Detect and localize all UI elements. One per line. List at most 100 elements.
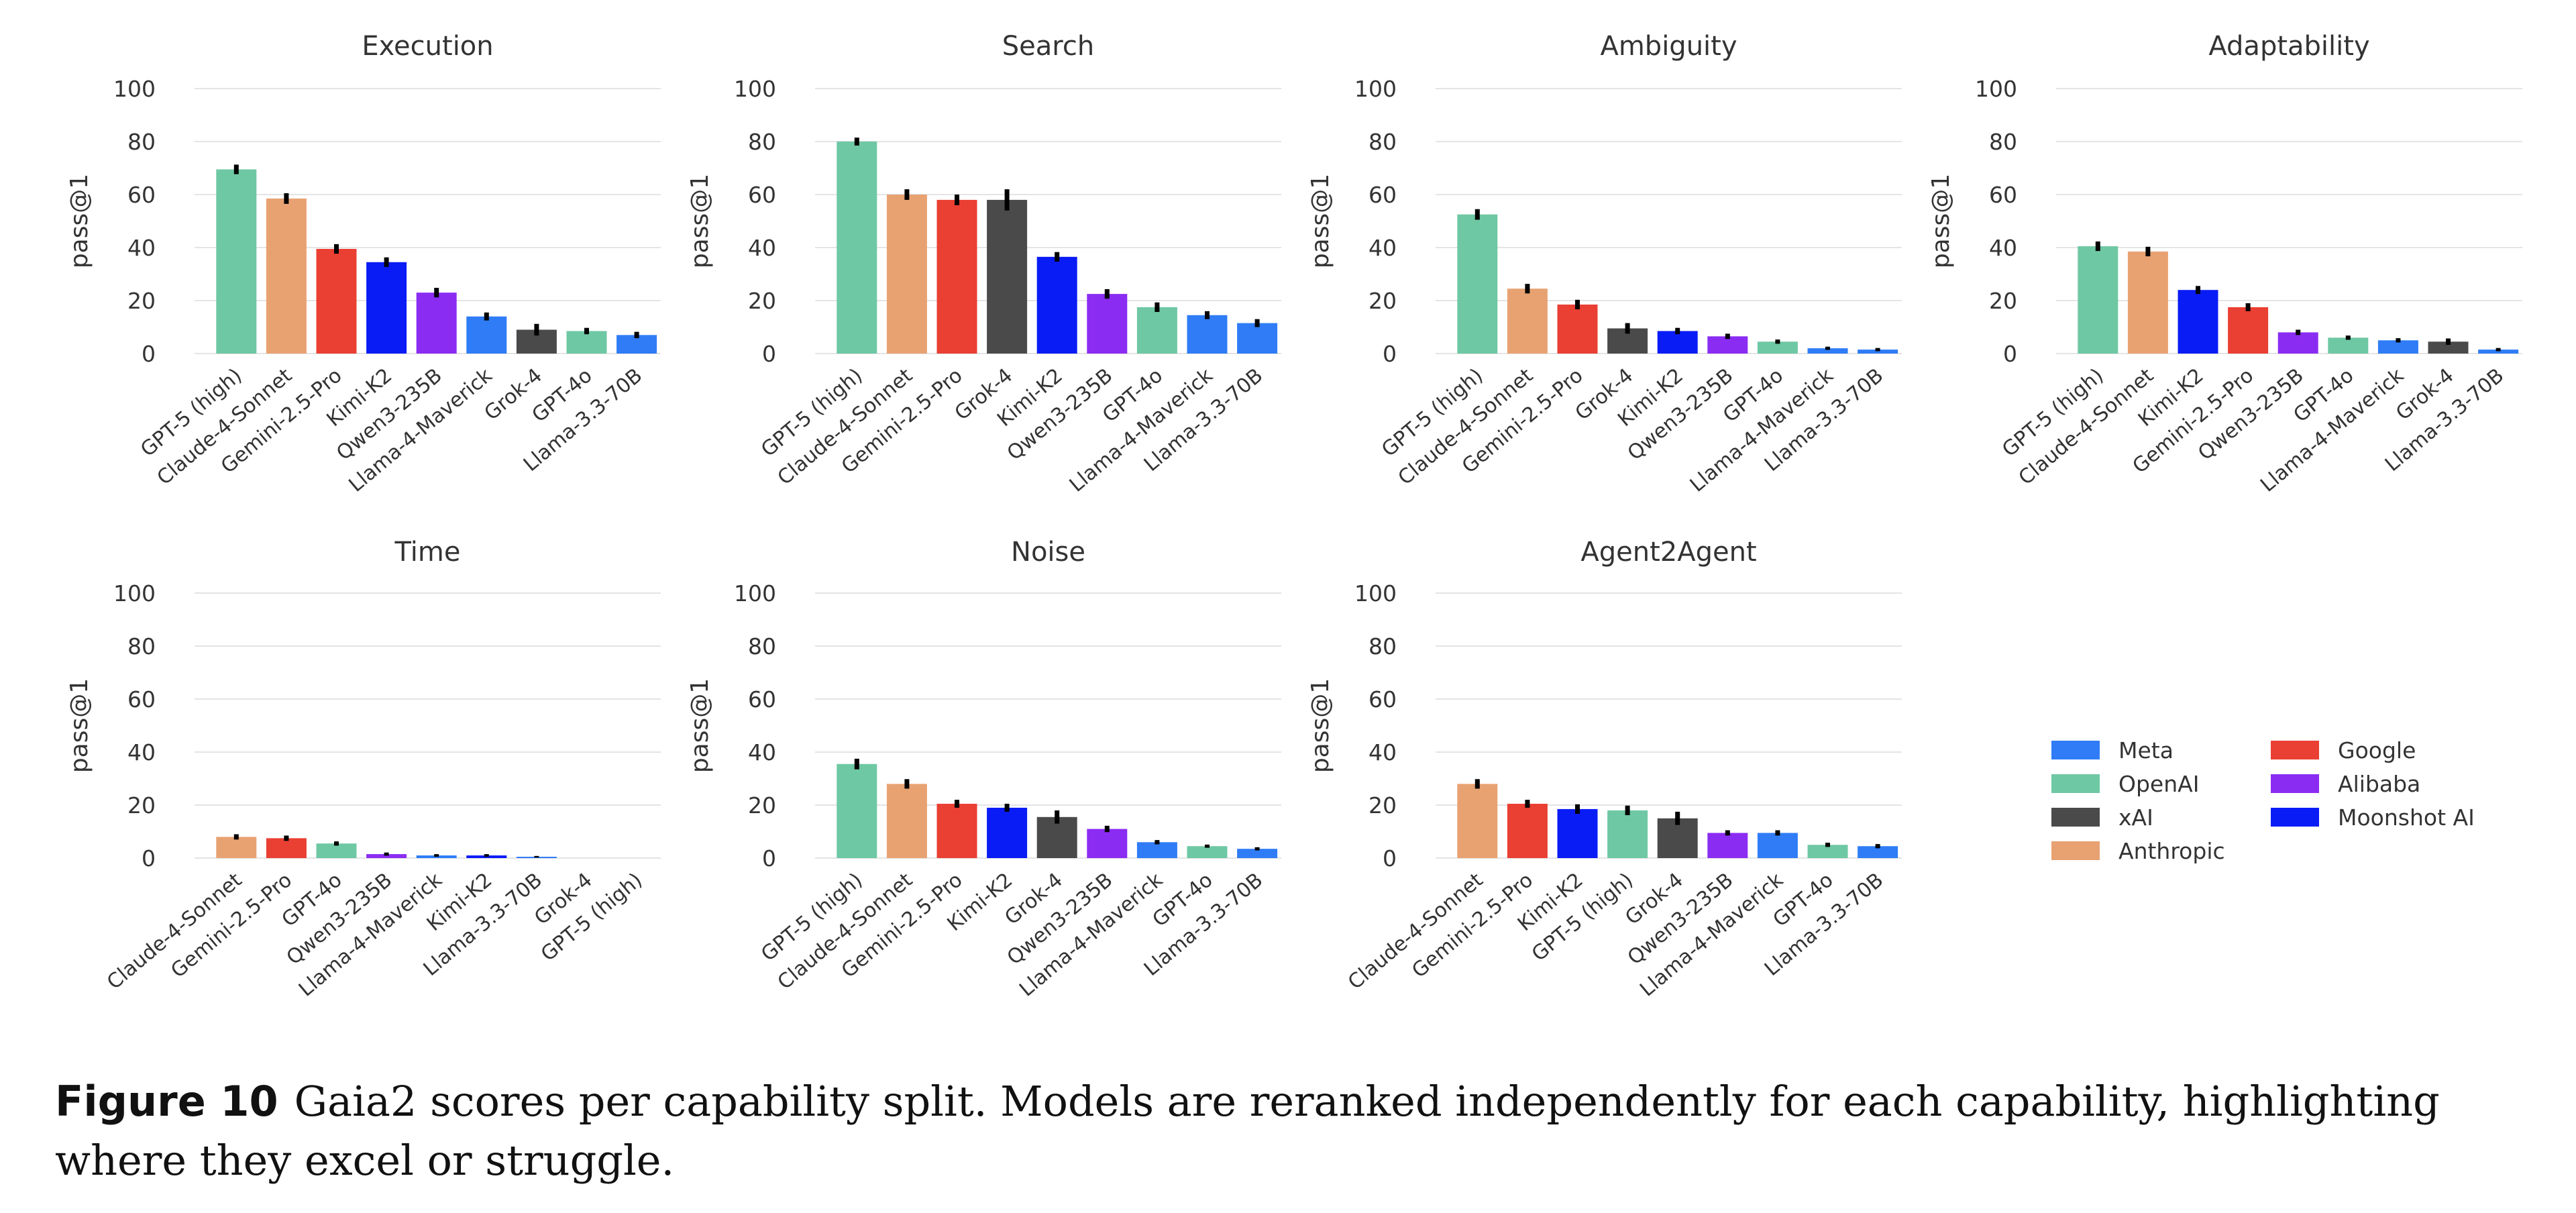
bar bbox=[1807, 845, 1848, 858]
chart-title: Adaptability bbox=[2208, 31, 2369, 62]
y-tick-label: 60 bbox=[1368, 182, 1397, 208]
y-tick-label: 20 bbox=[127, 792, 156, 819]
bar bbox=[1607, 810, 1648, 858]
y-tick-label: 20 bbox=[748, 792, 776, 819]
bar bbox=[837, 763, 877, 858]
y-tick-label: 20 bbox=[127, 288, 156, 314]
bar bbox=[2478, 350, 2519, 354]
bar bbox=[366, 262, 407, 354]
bar bbox=[1036, 816, 1077, 858]
bar bbox=[1187, 315, 1228, 354]
y-tick-label: 80 bbox=[127, 129, 156, 155]
bar bbox=[2428, 341, 2469, 354]
y-tick-label: 40 bbox=[1989, 235, 2017, 261]
bar bbox=[1036, 256, 1077, 354]
bar bbox=[416, 293, 457, 354]
bar bbox=[1237, 849, 1278, 858]
bar bbox=[886, 784, 927, 858]
y-tick-label: 0 bbox=[762, 341, 776, 367]
bar bbox=[2377, 340, 2418, 354]
legend-swatch bbox=[2051, 741, 2100, 759]
bar bbox=[1237, 323, 1278, 354]
bar bbox=[1507, 804, 1548, 858]
y-axis-label: pass@1 bbox=[1927, 174, 1955, 268]
y-tick-label: 80 bbox=[1368, 129, 1397, 155]
y-tick-label: 80 bbox=[127, 633, 156, 660]
y-tick-label: 100 bbox=[734, 580, 776, 606]
bar bbox=[1187, 846, 1228, 858]
bar bbox=[1707, 833, 1748, 858]
bar bbox=[2277, 332, 2318, 354]
legend-swatch bbox=[2051, 774, 2100, 793]
bar bbox=[2228, 307, 2269, 354]
y-tick-label: 60 bbox=[127, 182, 156, 208]
bar bbox=[2328, 337, 2369, 354]
bar bbox=[566, 331, 607, 354]
y-tick-label: 40 bbox=[1368, 235, 1397, 261]
bar bbox=[2178, 290, 2218, 354]
y-tick-label: 20 bbox=[1368, 792, 1397, 819]
bar bbox=[1707, 336, 1748, 354]
chart-title: Noise bbox=[1011, 537, 1085, 568]
bar bbox=[1657, 331, 1698, 354]
y-tick-label: 60 bbox=[748, 182, 776, 208]
y-tick-label: 40 bbox=[748, 235, 776, 261]
legend-label: Google bbox=[2338, 737, 2416, 763]
y-tick-label: 0 bbox=[1383, 845, 1397, 872]
legend-swatch bbox=[2051, 808, 2100, 827]
y-tick-label: 40 bbox=[748, 739, 776, 766]
y-tick-label: 20 bbox=[1989, 288, 2017, 314]
y-axis-label: pass@1 bbox=[1307, 678, 1334, 773]
bar bbox=[1507, 288, 1548, 354]
chart-title: Agent2Agent bbox=[1580, 537, 1756, 568]
legend-label: OpenAI bbox=[2118, 771, 2199, 797]
y-tick-label: 20 bbox=[1368, 288, 1397, 314]
legend-swatch bbox=[2271, 808, 2319, 827]
bar bbox=[266, 838, 307, 858]
chart-title: Time bbox=[394, 537, 461, 568]
y-tick-label: 0 bbox=[142, 341, 156, 367]
y-axis-label: pass@1 bbox=[66, 678, 93, 773]
chart-title: Execution bbox=[362, 31, 493, 62]
bar bbox=[987, 807, 1028, 858]
y-tick-label: 100 bbox=[1354, 76, 1397, 102]
legend-swatch bbox=[2271, 774, 2319, 793]
bar bbox=[1136, 842, 1177, 858]
y-axis-label: pass@1 bbox=[686, 678, 714, 773]
bar bbox=[1757, 833, 1798, 858]
bar bbox=[1457, 784, 1498, 858]
bar bbox=[837, 142, 877, 354]
legend-label: Meta bbox=[2118, 737, 2174, 763]
bar bbox=[1457, 214, 1498, 354]
legend-label: Moonshot AI bbox=[2338, 804, 2475, 831]
bar bbox=[2078, 246, 2118, 354]
y-tick-label: 80 bbox=[748, 633, 776, 660]
bar bbox=[466, 316, 507, 354]
y-tick-label: 40 bbox=[127, 739, 156, 766]
y-tick-label: 20 bbox=[748, 288, 776, 314]
figure-label: Figure 10 bbox=[55, 1077, 278, 1126]
legend-swatch bbox=[2051, 841, 2100, 860]
y-tick-label: 0 bbox=[1383, 341, 1397, 367]
bar bbox=[1087, 829, 1128, 858]
bar bbox=[2127, 251, 2168, 354]
bar bbox=[1087, 294, 1128, 354]
caption-text: Gaia2 scores per capability split. Model… bbox=[55, 1077, 2440, 1185]
y-tick-label: 100 bbox=[1354, 580, 1397, 606]
bar bbox=[1136, 307, 1177, 354]
bar bbox=[316, 843, 357, 858]
y-tick-label: 100 bbox=[1975, 76, 2017, 102]
figure-caption: Figure 10 Gaia2 scores per capability spl… bbox=[55, 1072, 2551, 1190]
y-tick-label: 60 bbox=[1989, 182, 2017, 208]
bar bbox=[1807, 348, 1848, 354]
chart-title: Search bbox=[1002, 31, 1094, 62]
legend: Meta OpenAI xAI Anthropic Google Alibaba Moons… bbox=[2051, 737, 2475, 864]
bar bbox=[936, 804, 977, 858]
y-tick-label: 0 bbox=[762, 845, 776, 872]
bar bbox=[216, 837, 257, 858]
